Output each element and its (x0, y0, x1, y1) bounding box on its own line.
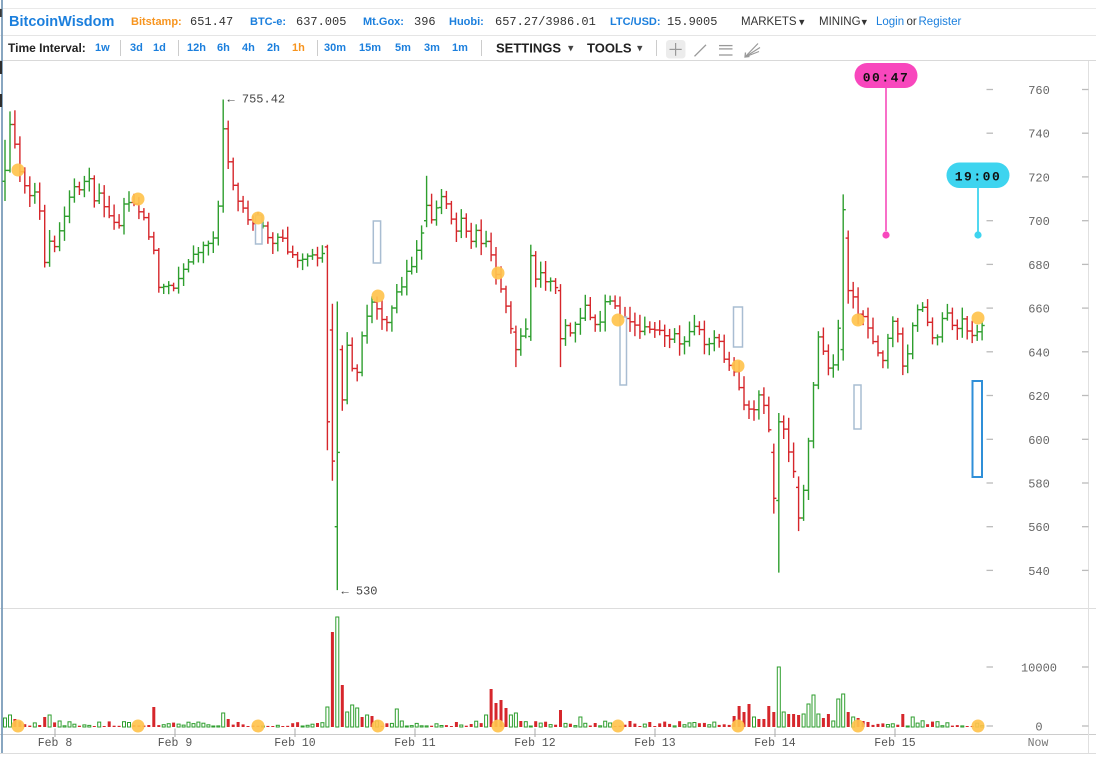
svg-text:Feb 11: Feb 11 (394, 737, 436, 750)
svg-text:Feb 13: Feb 13 (634, 737, 676, 750)
svg-text:Feb 15: Feb 15 (874, 737, 916, 750)
svg-text:680: 680 (1028, 259, 1050, 273)
svg-text:580: 580 (1028, 478, 1050, 492)
svg-text:740: 740 (1028, 128, 1050, 142)
svg-text:Feb 12: Feb 12 (514, 737, 556, 750)
svg-text:← 530: ← 530 (342, 584, 378, 598)
svg-text:600: 600 (1028, 434, 1050, 448)
svg-text:10000: 10000 (1021, 662, 1057, 676)
svg-text:Now: Now (1028, 737, 1049, 750)
svg-text:720: 720 (1028, 171, 1050, 185)
svg-text:0: 0 (1035, 721, 1042, 735)
svg-text:Feb 8: Feb 8 (38, 737, 73, 750)
svg-text:700: 700 (1028, 215, 1050, 229)
svg-text:← 755.42: ← 755.42 (228, 92, 286, 106)
svg-text:19:00: 19:00 (955, 170, 1002, 185)
svg-text:660: 660 (1028, 303, 1050, 317)
svg-text:Feb 10: Feb 10 (274, 737, 316, 750)
svg-text:Feb 9: Feb 9 (158, 737, 193, 750)
svg-text:560: 560 (1028, 521, 1050, 535)
svg-text:Feb 14: Feb 14 (754, 737, 796, 750)
svg-text:540: 540 (1028, 565, 1050, 579)
svg-text:00:47: 00:47 (863, 71, 910, 86)
svg-text:760: 760 (1028, 84, 1050, 98)
svg-text:620: 620 (1028, 390, 1050, 404)
svg-text:640: 640 (1028, 346, 1050, 360)
